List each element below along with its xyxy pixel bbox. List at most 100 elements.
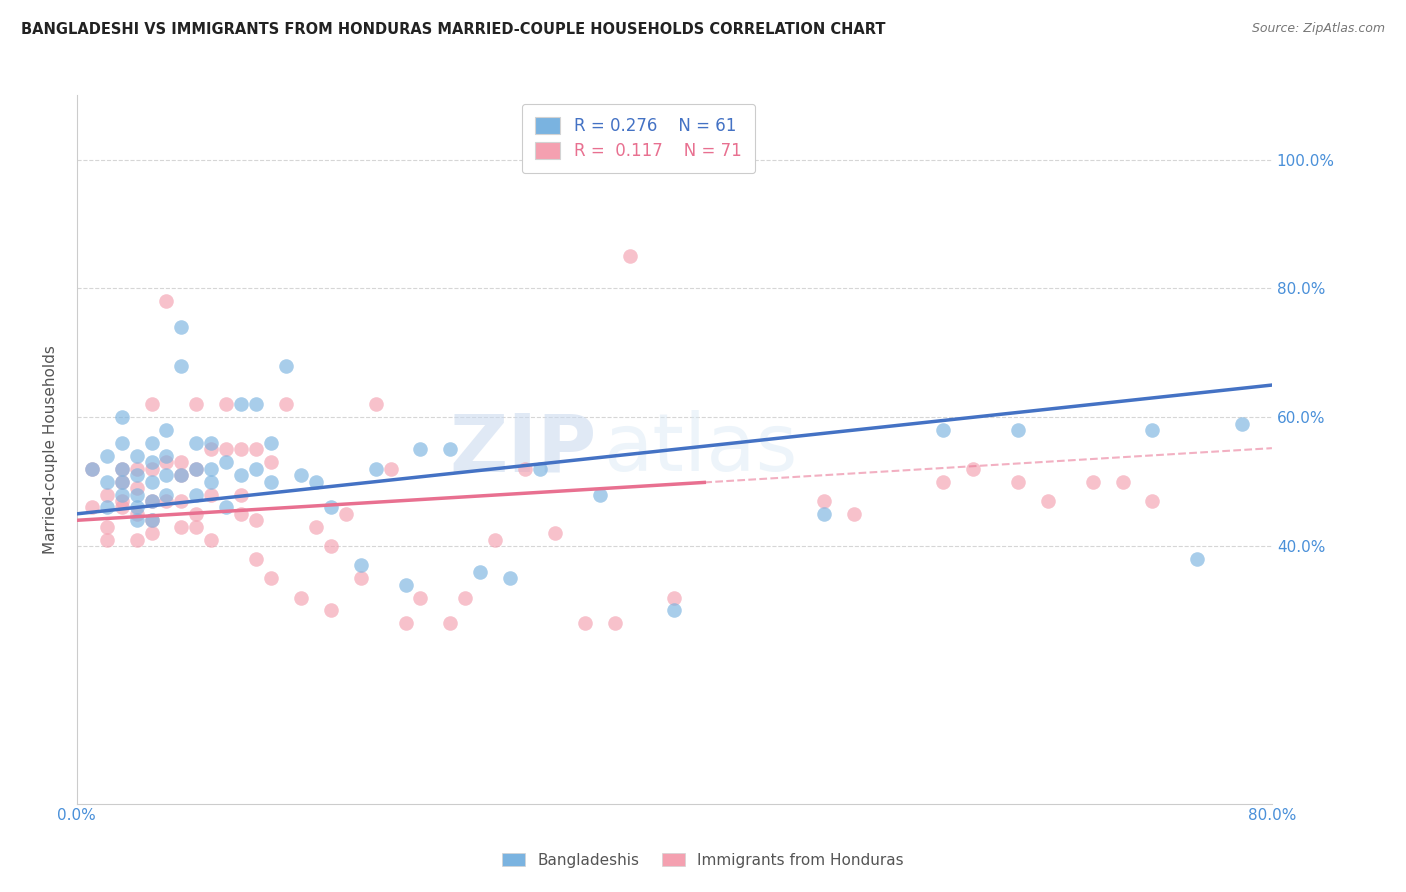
Point <box>619 249 641 263</box>
Point <box>813 507 835 521</box>
Text: atlas: atlas <box>603 410 797 489</box>
Point <box>186 519 208 533</box>
Point <box>111 462 134 476</box>
Point <box>439 442 461 457</box>
Point <box>170 320 193 334</box>
Point <box>319 603 342 617</box>
Point <box>305 475 328 489</box>
Point <box>842 507 865 521</box>
Point <box>170 455 193 469</box>
Legend: Bangladeshis, Immigrants from Honduras: Bangladeshis, Immigrants from Honduras <box>495 845 911 875</box>
Point <box>111 500 134 515</box>
Point <box>96 475 118 489</box>
Point <box>111 462 134 476</box>
Point <box>200 475 222 489</box>
Point <box>80 500 103 515</box>
Point <box>80 462 103 476</box>
Point <box>125 468 148 483</box>
Text: Source: ZipAtlas.com: Source: ZipAtlas.com <box>1251 22 1385 36</box>
Point <box>380 462 402 476</box>
Point <box>409 442 432 457</box>
Point <box>96 519 118 533</box>
Point <box>125 487 148 501</box>
Point <box>245 513 267 527</box>
Point <box>111 475 134 489</box>
Point <box>141 494 163 508</box>
Point <box>215 397 238 411</box>
Point <box>1230 417 1253 431</box>
Point <box>260 436 283 450</box>
Point <box>200 533 222 547</box>
Point <box>170 519 193 533</box>
Point <box>111 487 134 501</box>
Point <box>200 442 222 457</box>
Point <box>155 455 177 469</box>
Point <box>439 616 461 631</box>
Point <box>125 449 148 463</box>
Point <box>260 571 283 585</box>
Point <box>962 462 984 476</box>
Point <box>245 397 267 411</box>
Point <box>125 500 148 515</box>
Point <box>111 475 134 489</box>
Point <box>364 397 387 411</box>
Point <box>1036 494 1059 508</box>
Point <box>141 397 163 411</box>
Point <box>125 533 148 547</box>
Point <box>664 603 686 617</box>
Point <box>200 487 222 501</box>
Point <box>1081 475 1104 489</box>
Point <box>319 539 342 553</box>
Point <box>186 507 208 521</box>
Point <box>170 468 193 483</box>
Point <box>186 397 208 411</box>
Point <box>186 462 208 476</box>
Point <box>155 468 177 483</box>
Point <box>484 533 506 547</box>
Y-axis label: Married-couple Households: Married-couple Households <box>44 345 58 554</box>
Point <box>141 475 163 489</box>
Legend: R = 0.276    N = 61, R =  0.117    N = 71: R = 0.276 N = 61, R = 0.117 N = 71 <box>522 103 755 173</box>
Point <box>231 468 253 483</box>
Point <box>141 494 163 508</box>
Point <box>290 468 312 483</box>
Point <box>111 410 134 425</box>
Point <box>245 462 267 476</box>
Point <box>932 475 955 489</box>
Point <box>664 591 686 605</box>
Point <box>155 494 177 508</box>
Point <box>96 533 118 547</box>
Point <box>125 481 148 495</box>
Point <box>335 507 357 521</box>
Point <box>305 519 328 533</box>
Point <box>274 359 297 373</box>
Point <box>215 455 238 469</box>
Point <box>141 436 163 450</box>
Point <box>125 462 148 476</box>
Point <box>141 455 163 469</box>
Point <box>394 577 416 591</box>
Point <box>245 552 267 566</box>
Point <box>231 487 253 501</box>
Point <box>529 462 551 476</box>
Point <box>260 455 283 469</box>
Text: ZIP: ZIP <box>450 410 596 489</box>
Point <box>394 616 416 631</box>
Point <box>215 500 238 515</box>
Point <box>350 558 373 573</box>
Point <box>813 494 835 508</box>
Point <box>932 423 955 437</box>
Point <box>141 526 163 541</box>
Point <box>350 571 373 585</box>
Point <box>170 468 193 483</box>
Point <box>141 462 163 476</box>
Point <box>245 442 267 457</box>
Point <box>260 475 283 489</box>
Point <box>513 462 536 476</box>
Point <box>186 436 208 450</box>
Point <box>1111 475 1133 489</box>
Point <box>470 565 492 579</box>
Point <box>1007 423 1029 437</box>
Text: BANGLADESHI VS IMMIGRANTS FROM HONDURAS MARRIED-COUPLE HOUSEHOLDS CORRELATION CH: BANGLADESHI VS IMMIGRANTS FROM HONDURAS … <box>21 22 886 37</box>
Point <box>1187 552 1209 566</box>
